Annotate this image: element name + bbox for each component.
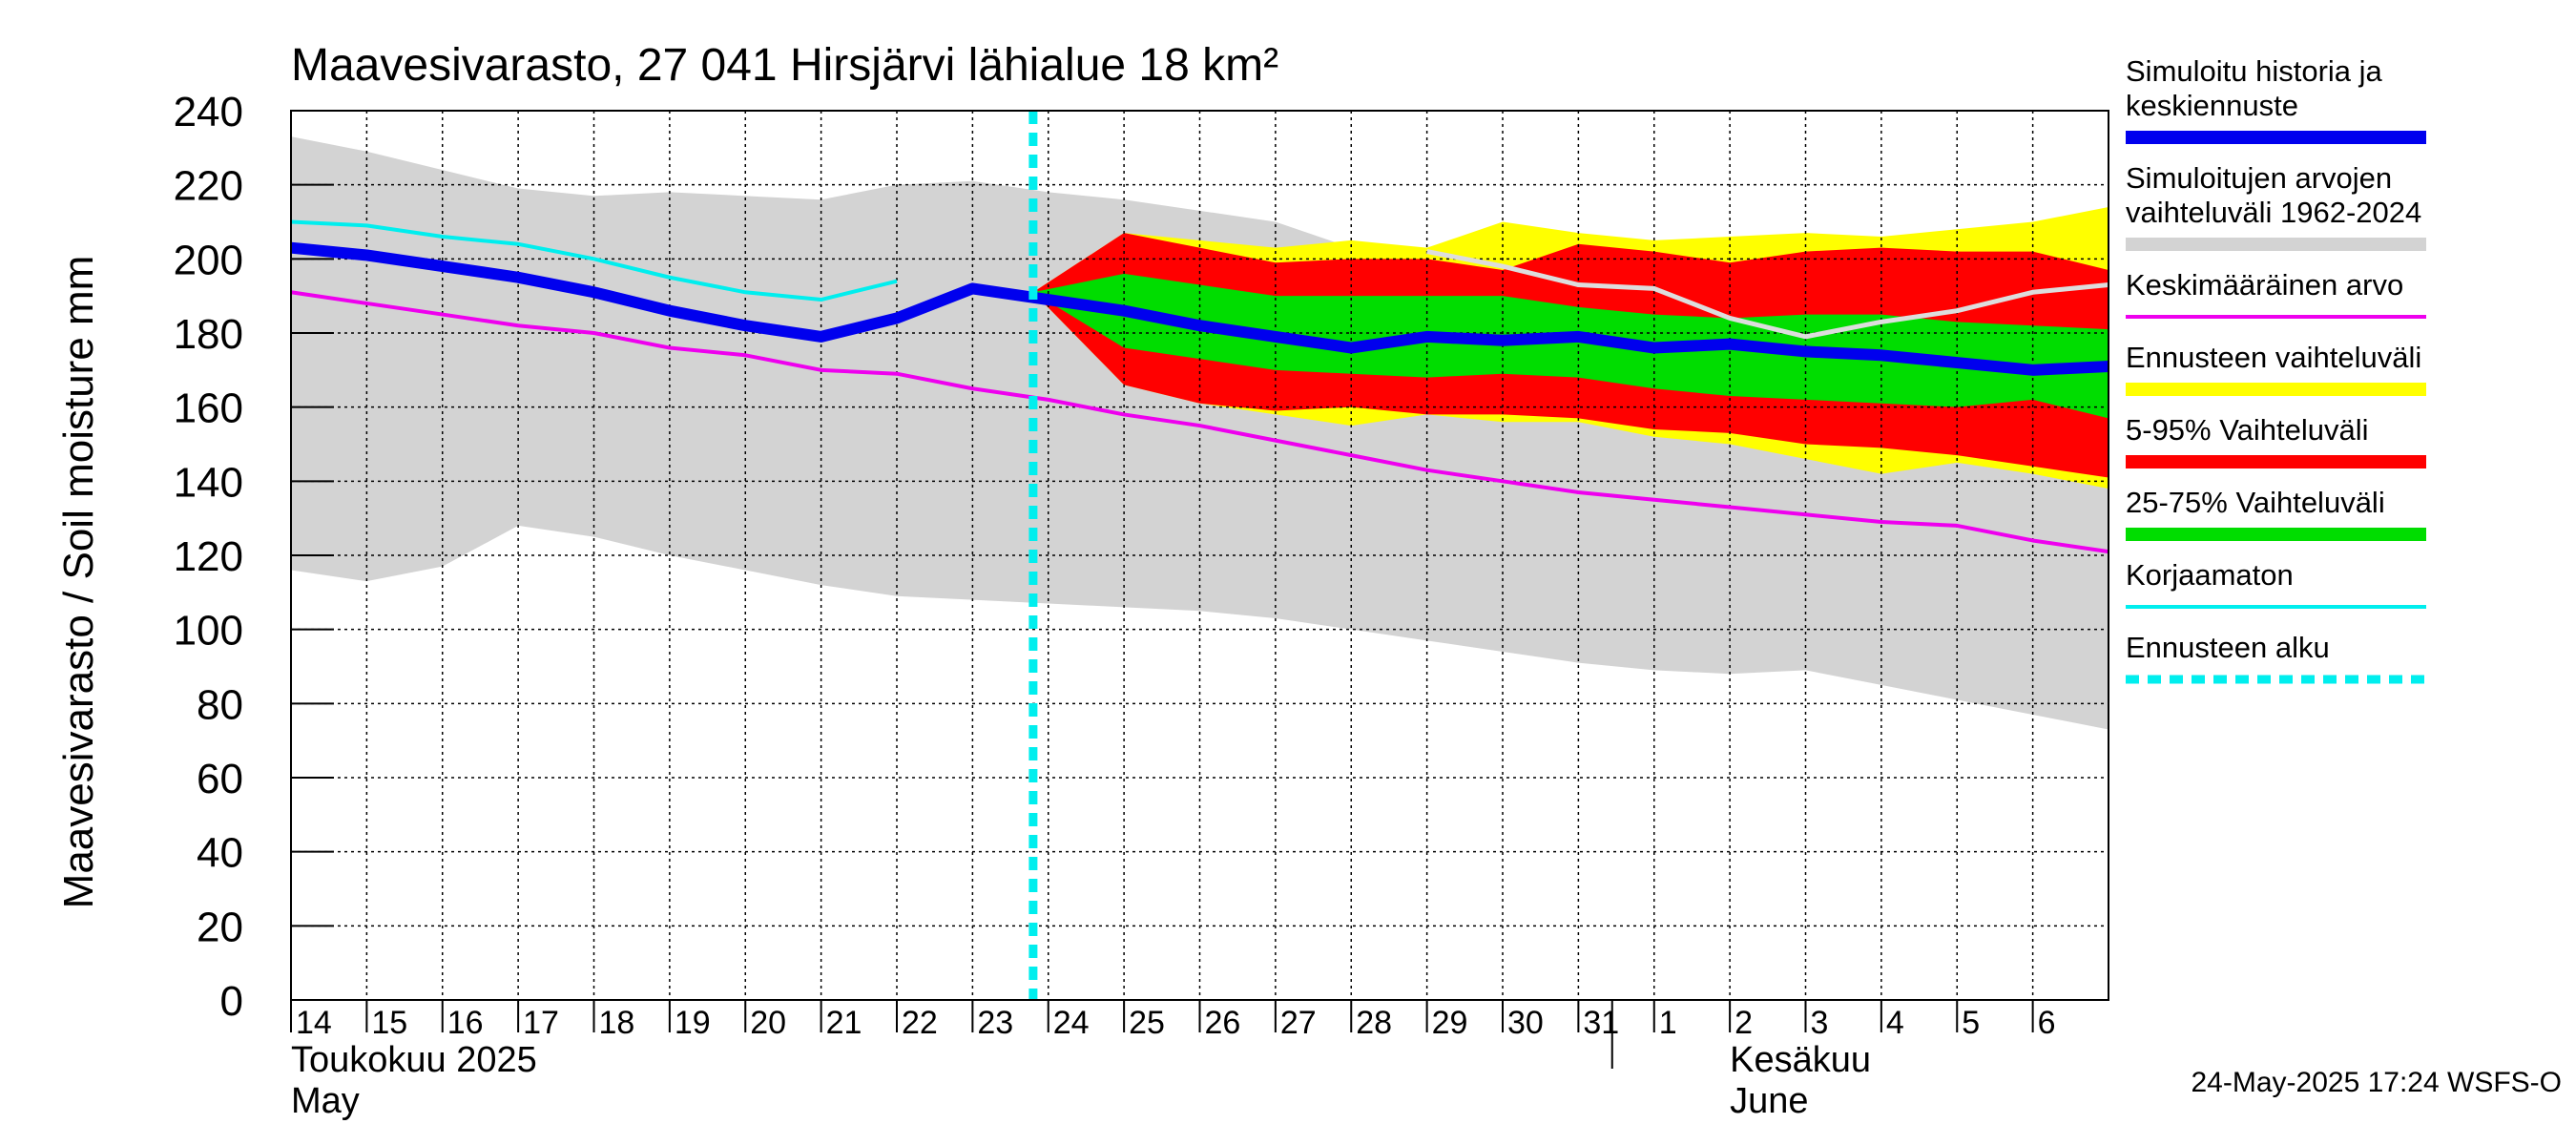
x-tick-label: 19 <box>675 1005 711 1041</box>
x-tick-label: 1 <box>1659 1005 1677 1041</box>
legend-label-0: keskiennuste <box>2126 89 2298 122</box>
y-tick-label: 0 <box>220 978 243 1025</box>
y-tick-label: 140 <box>174 459 243 506</box>
x-tick-label: 6 <box>2038 1005 2056 1041</box>
x-tick-label: 30 <box>1507 1005 1544 1041</box>
y-tick-label: 180 <box>174 311 243 358</box>
legend-label-6: Korjaamaton <box>2126 558 2294 592</box>
x-tick-label: 25 <box>1129 1005 1165 1041</box>
legend-label-0: Simuloitu historia ja <box>2126 54 2383 88</box>
y-tick-label: 220 <box>174 163 243 210</box>
x-tick-label: 23 <box>977 1005 1013 1041</box>
y-tick-label: 200 <box>174 237 243 283</box>
x-tick-label: 31 <box>1583 1005 1619 1041</box>
y-tick-label: 240 <box>174 89 243 135</box>
month-label-en: May <box>291 1081 360 1121</box>
series-line-1 <box>290 219 898 302</box>
series-line-3 <box>290 241 2109 376</box>
x-tick-label: 21 <box>826 1005 862 1041</box>
chart-title: Maavesivarasto, 27 041 Hirsjärvi lähialu… <box>291 40 1278 91</box>
x-tick-label: 27 <box>1280 1005 1317 1041</box>
month-label: Kesäkuu <box>1730 1040 1871 1080</box>
x-tick-label: 28 <box>1356 1005 1392 1041</box>
x-tick-label: 3 <box>1811 1005 1829 1041</box>
y-tick-label: 80 <box>197 681 243 728</box>
legend-label-1: Simuloitujen arvojen <box>2126 161 2392 195</box>
x-tick-label: 15 <box>371 1005 407 1041</box>
y-axis-label: Maavesivarasto / Soil moisture mm <box>55 256 102 909</box>
x-tick-label: 2 <box>1735 1005 1753 1041</box>
band-3 <box>1032 273 2109 419</box>
x-tick-label: 24 <box>1053 1005 1090 1041</box>
y-tick-label: 60 <box>197 756 243 802</box>
x-tick-label: 29 <box>1432 1005 1468 1041</box>
y-tick-label: 40 <box>197 830 243 877</box>
x-tick-label: 4 <box>1886 1005 1904 1041</box>
y-tick-label: 100 <box>174 608 243 655</box>
legend-label-3: Ennusteen vaihteluväli <box>2126 341 2421 374</box>
y-tick-label: 160 <box>174 385 243 432</box>
x-tick-label: 18 <box>599 1005 635 1041</box>
legend-label-7: Ennusteen alku <box>2126 631 2330 664</box>
y-tick-label: 20 <box>197 904 243 950</box>
legend-label-4: 5-95% Vaihteluväli <box>2126 413 2368 447</box>
x-tick-label: 14 <box>296 1005 332 1041</box>
month-label: Toukokuu 2025 <box>291 1040 537 1080</box>
legend-label-2: Keskimääräinen arvo <box>2126 268 2403 302</box>
series-line-0 <box>290 290 2109 554</box>
legend-label-1: vaihteluväli 1962-2024 <box>2126 196 2421 229</box>
series-line-2 <box>1426 249 2109 340</box>
month-label-en: June <box>1730 1081 1808 1121</box>
legend-label-5: 25-75% Vaihteluväli <box>2126 486 2385 519</box>
y-tick-label: 120 <box>174 533 243 580</box>
x-tick-label: 17 <box>523 1005 559 1041</box>
x-tick-label: 26 <box>1205 1005 1241 1041</box>
x-tick-label: 16 <box>447 1005 484 1041</box>
footer-timestamp: 24-May-2025 17:24 WSFS-O <box>2192 1067 2563 1098</box>
x-tick-label: 20 <box>750 1005 786 1041</box>
grid <box>291 110 2109 1001</box>
x-tick-label: 5 <box>1962 1005 1980 1041</box>
x-tick-label: 22 <box>902 1005 938 1041</box>
